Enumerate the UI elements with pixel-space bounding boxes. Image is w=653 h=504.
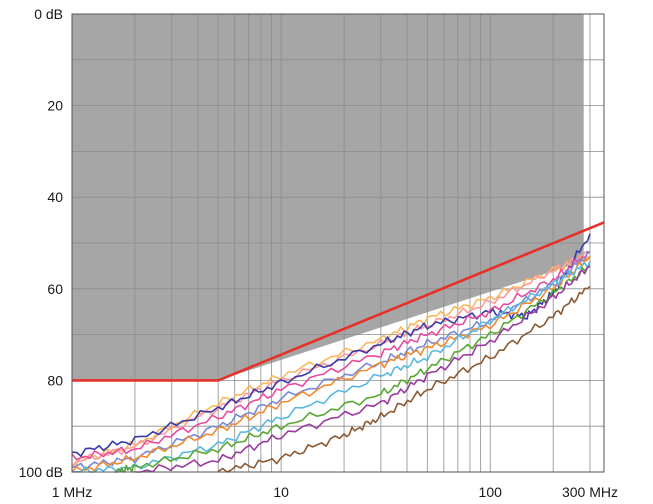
limit-line-path: [72, 221, 605, 382]
grid: [71, 14, 604, 472]
plot-frame: [71, 13, 605, 473]
y-tick-label: 100 dB: [19, 464, 63, 480]
x-tick-label: 100: [479, 484, 503, 500]
series-line-3: [71, 233, 591, 457]
y-tick-label: 80: [47, 372, 63, 388]
series-line-2: [71, 251, 591, 468]
x-tick-label: 1 MHz: [52, 484, 92, 500]
series-line-6: [71, 256, 591, 473]
series-line-9: [134, 265, 591, 473]
series-line-8: [114, 265, 591, 473]
x-axis-tick-labels: 1 MHz 10 100 300 MHz: [52, 484, 618, 500]
y-tick-label: 20: [47, 98, 63, 114]
y-tick-label: 40: [47, 189, 63, 205]
series-line-4: [71, 251, 591, 461]
series-line-10: [217, 285, 591, 473]
y-tick-label: 60: [47, 281, 63, 297]
series-group: [71, 233, 591, 473]
x-tick-label: 300 MHz: [562, 484, 618, 500]
x-tick-label: 10: [273, 484, 289, 500]
y-tick-label: 0 dB: [34, 6, 63, 22]
y-axis-tick-labels: 0 dB 20 40 60 80 100 dB: [19, 6, 64, 480]
limit-line: [72, 221, 605, 382]
